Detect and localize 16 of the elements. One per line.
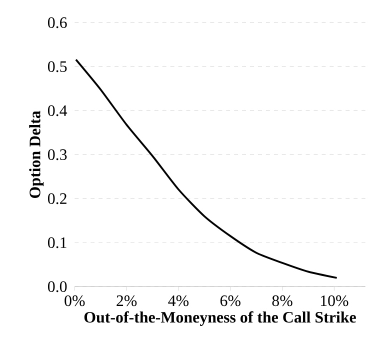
line-series <box>75 58 338 279</box>
y-tick-label: 0.2 <box>48 193 66 204</box>
x-tick-label: 6% <box>220 295 240 306</box>
x-tick-label: 0% <box>64 295 85 306</box>
x-tick-label: 2% <box>116 295 137 306</box>
y-tick-label: 0.1 <box>48 237 66 248</box>
y-tick-label: 0.3 <box>48 149 67 160</box>
x-tick-label: 4% <box>168 295 189 306</box>
x-tick-label: 8% <box>272 295 292 306</box>
y-tick-label: 0.0 <box>48 281 67 292</box>
y-tick-label: 0.6 <box>48 17 67 28</box>
x-axis-title: Out-of-the-Moneyness of the Call Strike <box>84 311 356 326</box>
y-tick-label: 0.4 <box>48 105 68 116</box>
y-axis-title: Option Delta <box>29 110 44 198</box>
x-tick-label: 10% <box>320 295 348 306</box>
y-tick-label: 0.5 <box>48 61 67 72</box>
